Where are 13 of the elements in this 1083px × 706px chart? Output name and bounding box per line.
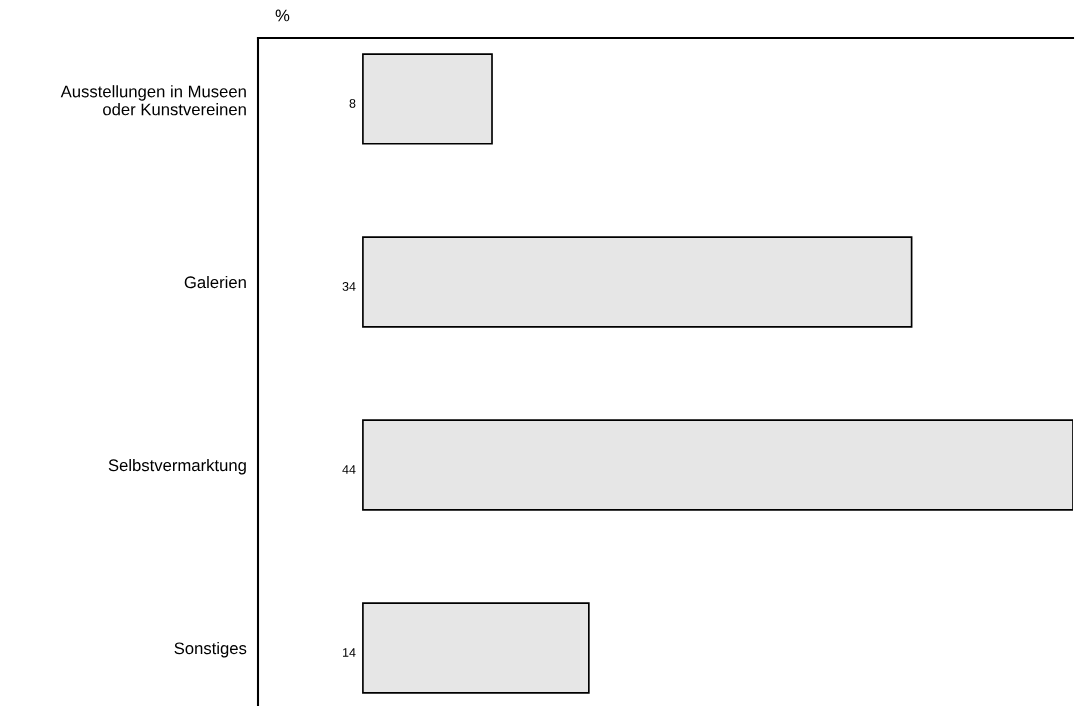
bar bbox=[362, 53, 493, 145]
bar bbox=[362, 602, 590, 694]
bar bbox=[362, 419, 1073, 511]
y-tick-label: Ausstellungen in Museen oder Kunstvereinen bbox=[60, 85, 246, 116]
data-label: 8 bbox=[349, 99, 356, 108]
y-tick-label: Selbstvermarktung bbox=[108, 458, 246, 475]
bar bbox=[362, 236, 913, 328]
y-tick-label: Sonstiges bbox=[174, 641, 247, 658]
data-label: 44 bbox=[342, 465, 356, 474]
data-label: 14 bbox=[343, 648, 356, 657]
data-label: 34 bbox=[342, 282, 356, 291]
x-axis-title: % bbox=[275, 9, 290, 22]
y-tick-label: Galerien bbox=[184, 275, 246, 289]
